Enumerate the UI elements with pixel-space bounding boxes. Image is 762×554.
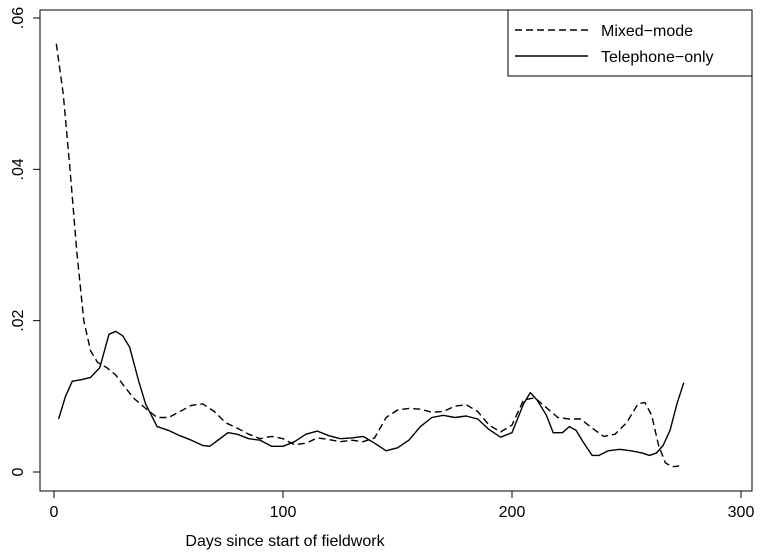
y-tick-label: 0 [10, 467, 27, 476]
series-line-telephone-only [57, 330, 685, 457]
legend: Mixed−mode Telephone−only [507, 9, 753, 77]
legend-box [507, 9, 753, 77]
legend-label: Mixed−mode [601, 23, 693, 40]
y-axis: 0 .02 .04 .06 [10, 7, 40, 476]
x-tick-label: 300 [728, 504, 755, 521]
y-tick-label: .06 [10, 7, 27, 29]
legend-label: Telephone−only [601, 49, 714, 66]
x-axis: 0 100 200 300 [50, 491, 755, 521]
y-tick-label: .02 [10, 309, 27, 331]
plot-frame [39, 9, 753, 492]
x-tick-label: 200 [499, 504, 526, 521]
x-tick-label: 0 [50, 504, 59, 521]
series-lines [55, 43, 685, 468]
y-tick-label: .04 [10, 158, 27, 180]
x-tick-label: 100 [270, 504, 297, 521]
x-axis-title: Days since start of fieldwork [185, 533, 385, 550]
series-line-mixed-mode [55, 43, 680, 468]
